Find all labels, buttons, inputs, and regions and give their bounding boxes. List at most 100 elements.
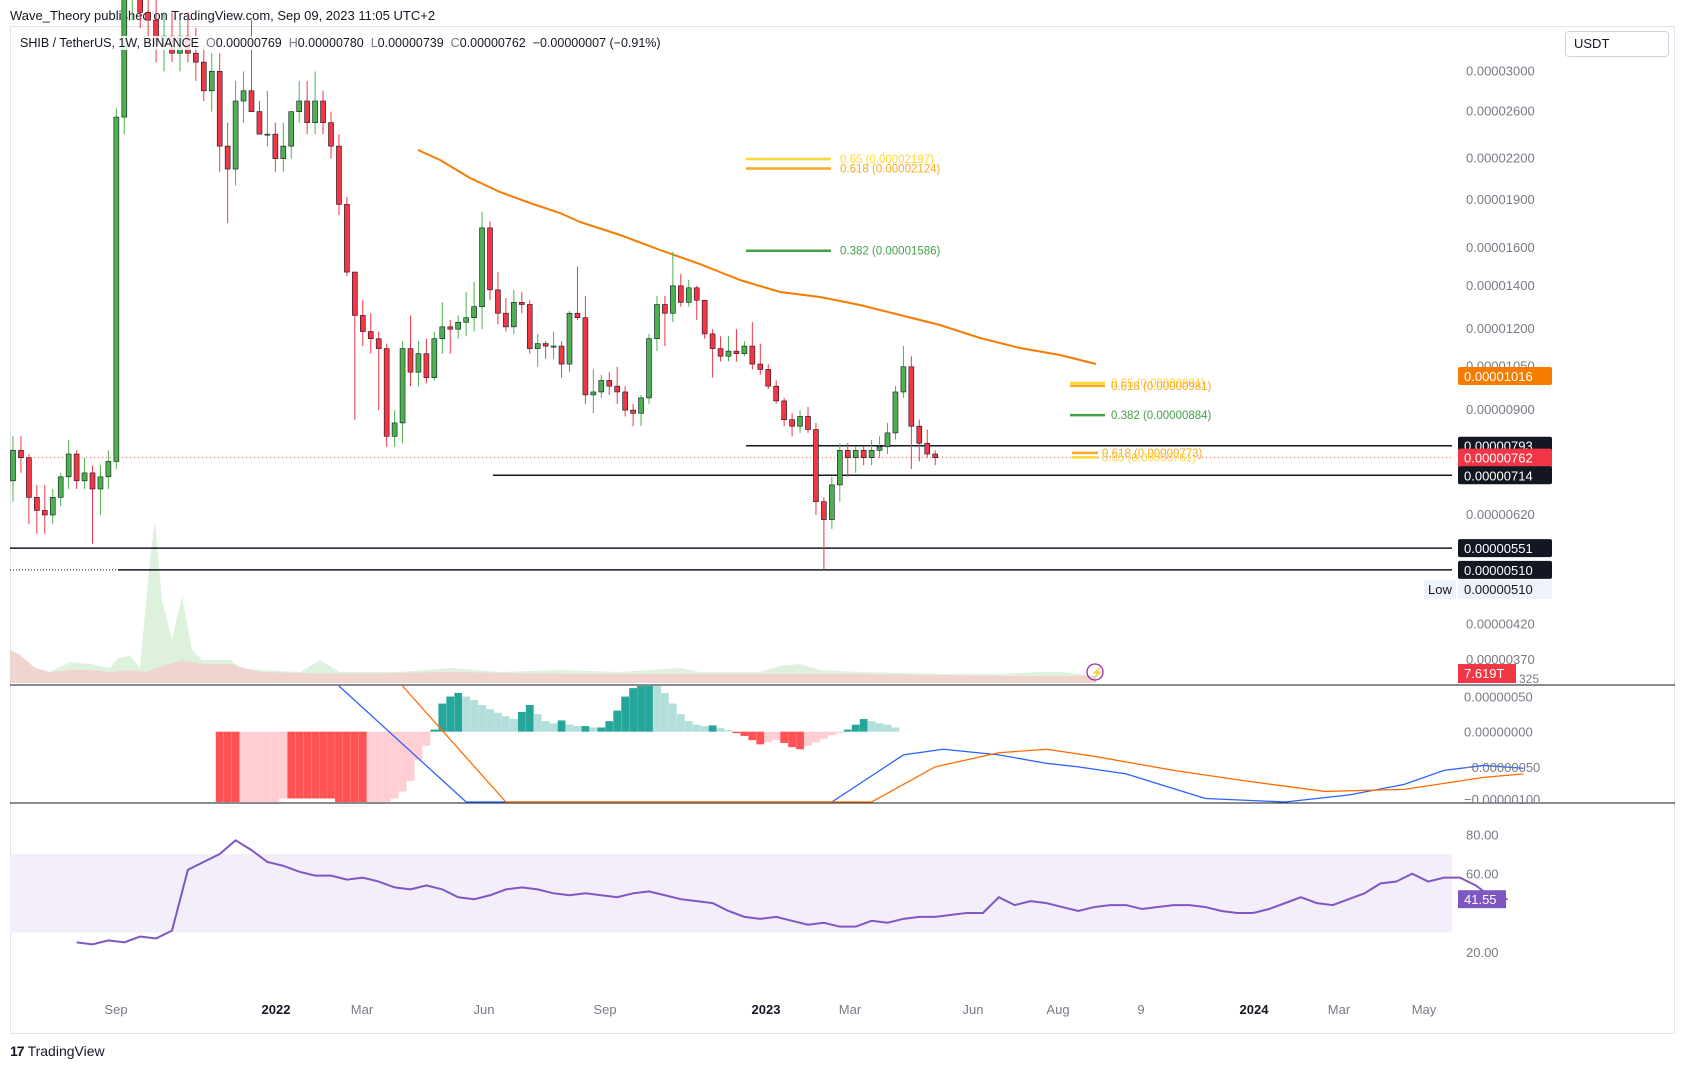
macd-histogram-bar xyxy=(883,724,892,732)
candle-body xyxy=(805,416,811,430)
candle-body xyxy=(201,61,207,92)
candle-body xyxy=(312,100,318,123)
macd-histogram-bar xyxy=(851,724,860,732)
candle-body xyxy=(503,312,509,328)
macd-histogram-bar xyxy=(748,731,757,741)
x-axis-label: 2022 xyxy=(262,1002,291,1017)
macd-histogram-bar xyxy=(692,724,701,732)
volume-tag xyxy=(1458,664,1516,683)
rsi-axis-tick: 20.00 xyxy=(1466,945,1499,960)
candle-body xyxy=(765,369,772,387)
macd-axis-tick: −0.00000100 xyxy=(1464,792,1540,807)
macd-histogram-bar xyxy=(255,731,264,802)
candle-body xyxy=(900,366,907,393)
open-label: O xyxy=(205,36,216,50)
macd-histogram-bar xyxy=(740,731,749,736)
candle-body xyxy=(518,302,525,305)
candle-body xyxy=(280,145,287,159)
macd-histogram-bar xyxy=(780,731,789,743)
price-axis-tick: 0.00001900 xyxy=(1466,192,1535,207)
macd-histogram-bar xyxy=(732,731,741,734)
price-axis-tick: 0.00002200 xyxy=(1466,151,1535,166)
candle-body xyxy=(479,227,485,307)
macd-histogram-bar xyxy=(350,731,359,802)
price-tag-label: 0.00000714 xyxy=(1464,468,1533,483)
candle-body xyxy=(709,333,716,349)
candle-body xyxy=(383,348,390,437)
candle-body xyxy=(81,472,88,482)
candle-body xyxy=(240,90,247,102)
macd-histogram-bar xyxy=(374,731,383,802)
close-value: 0.00000762 xyxy=(459,36,526,50)
candle-body xyxy=(423,353,430,378)
candle-body xyxy=(487,227,493,291)
macd-histogram-bar xyxy=(700,726,709,732)
candle-body xyxy=(57,476,64,498)
macd-histogram-bar xyxy=(891,727,900,732)
macd-histogram-bar xyxy=(557,720,566,732)
price-tag xyxy=(1458,560,1552,579)
candle-body xyxy=(256,111,263,135)
tradingview-logo[interactable]: 17 TradingView xyxy=(10,1043,105,1059)
candle-body xyxy=(375,338,382,349)
fib-level-label: 0.618 (0.00002124) xyxy=(840,164,941,176)
candle-body xyxy=(264,133,271,136)
volume-tag-label: 7.619T xyxy=(1464,666,1505,681)
macd-histogram-bar xyxy=(327,731,335,799)
candle-body xyxy=(685,287,692,303)
candle-body xyxy=(471,306,477,318)
candle-body xyxy=(193,52,199,63)
macd-histogram-bar xyxy=(494,712,502,732)
candle-body xyxy=(34,497,40,511)
candle-body xyxy=(773,385,780,402)
candle-body xyxy=(757,363,764,370)
candle-body xyxy=(646,338,652,399)
currency-selector[interactable]: USDT xyxy=(1565,31,1669,57)
price-axis-tick: 0.00000370 xyxy=(1466,652,1535,667)
macd-histogram-bar xyxy=(613,710,622,732)
price-tag xyxy=(1458,539,1552,558)
candle-body xyxy=(725,350,732,357)
candle-body xyxy=(590,391,597,396)
macd-histogram-bar xyxy=(319,731,327,799)
fib-level-label: 0.65 (0.00002197) xyxy=(840,154,934,166)
macd-histogram-bar xyxy=(517,712,526,732)
symbol-label[interactable]: SHIB / TetherUS, 1W, BINANCE xyxy=(20,36,199,50)
candle-body xyxy=(622,391,628,411)
candle-body xyxy=(415,353,422,373)
candle-body xyxy=(749,345,756,365)
macd-histogram-bar xyxy=(605,721,614,732)
ohlc-legend[interactable]: SHIB / TetherUS, 1W, BINANCE O0.00000769… xyxy=(18,36,663,50)
macd-histogram-bar xyxy=(438,703,447,732)
candle-body xyxy=(789,419,795,427)
candle-body xyxy=(526,304,533,349)
macd-histogram-bar xyxy=(668,703,677,732)
price-tag-label: 0.00000762 xyxy=(1464,451,1533,466)
candle-body xyxy=(26,457,32,498)
candle-body xyxy=(844,450,851,458)
candle-body xyxy=(574,312,581,318)
candle-body xyxy=(606,380,613,387)
candle-body xyxy=(105,461,112,478)
x-axis-label: Jun xyxy=(474,1002,495,1017)
x-axis-label: Aug xyxy=(1046,1002,1069,1017)
candle-body xyxy=(876,446,883,451)
candle-body xyxy=(296,100,303,112)
macd-histogram-bar xyxy=(287,731,296,799)
candle-body xyxy=(113,116,120,462)
candle-body xyxy=(550,345,557,348)
candle-body xyxy=(797,416,803,427)
macd-axis-tick: −0.00000050 xyxy=(1464,760,1540,775)
fib-level-label: 0.382 (0.00001586) xyxy=(840,246,941,258)
macd-axis-tick: 0.00000000 xyxy=(1464,725,1533,740)
candle-body xyxy=(654,304,660,340)
candle-body xyxy=(224,145,231,170)
logo-text: TradingView xyxy=(27,1043,105,1059)
candle-body xyxy=(208,71,215,92)
macd-histogram-bar xyxy=(295,731,304,799)
macd-axis-tick: 0.00000050 xyxy=(1464,690,1533,705)
candle-body xyxy=(431,338,438,378)
macd-histogram-bar xyxy=(335,731,343,802)
candle-body xyxy=(336,145,342,205)
